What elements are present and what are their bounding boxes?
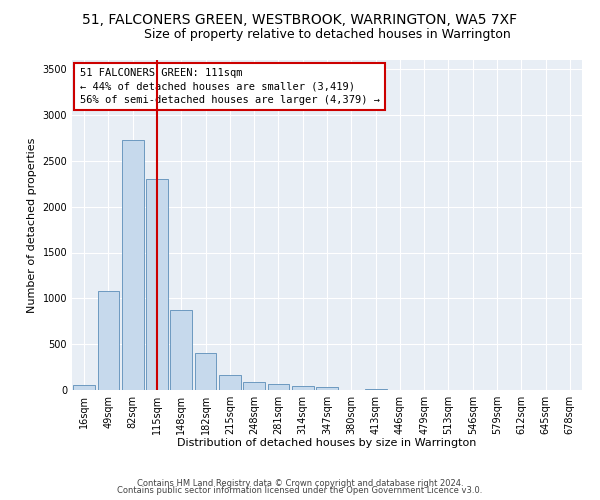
Bar: [73, 386, 95, 390]
Y-axis label: Number of detached properties: Number of detached properties: [27, 138, 37, 312]
Bar: [219, 376, 241, 390]
Bar: [243, 382, 265, 390]
Title: Size of property relative to detached houses in Warrington: Size of property relative to detached ho…: [143, 28, 511, 41]
Bar: [268, 384, 289, 390]
X-axis label: Distribution of detached houses by size in Warrington: Distribution of detached houses by size …: [178, 438, 476, 448]
Text: 51 FALCONERS GREEN: 111sqm
← 44% of detached houses are smaller (3,419)
56% of s: 51 FALCONERS GREEN: 111sqm ← 44% of deta…: [80, 68, 380, 104]
Text: Contains HM Land Registry data © Crown copyright and database right 2024.: Contains HM Land Registry data © Crown c…: [137, 478, 463, 488]
Bar: [146, 179, 168, 390]
Bar: [316, 387, 338, 390]
Bar: [365, 389, 386, 390]
Bar: [292, 386, 314, 390]
Bar: [170, 310, 192, 390]
Bar: [122, 140, 143, 390]
Text: 51, FALCONERS GREEN, WESTBROOK, WARRINGTON, WA5 7XF: 51, FALCONERS GREEN, WESTBROOK, WARRINGT…: [82, 12, 518, 26]
Bar: [194, 354, 217, 390]
Bar: [97, 292, 119, 390]
Text: Contains public sector information licensed under the Open Government Licence v3: Contains public sector information licen…: [118, 486, 482, 495]
